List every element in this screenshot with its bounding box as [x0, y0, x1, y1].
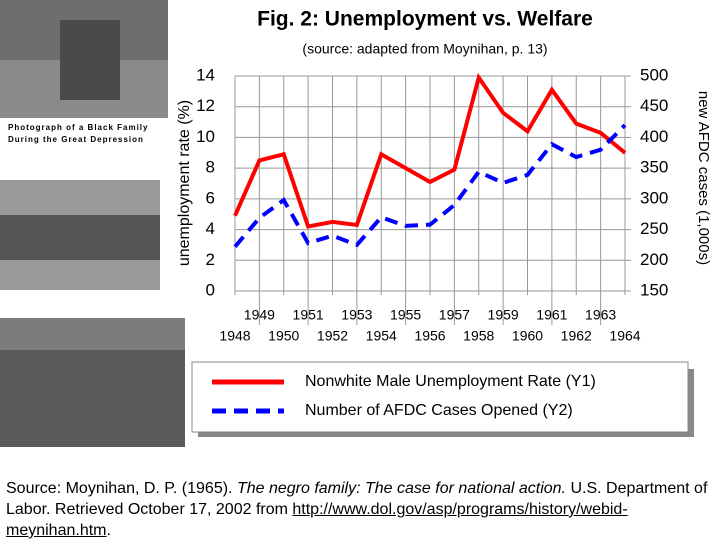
x-tick-label: 1958 — [463, 328, 494, 344]
y2-tick-label: 500 — [640, 65, 668, 84]
x-tick-label: 1957 — [439, 307, 470, 323]
x-tick-label: 1964 — [609, 328, 640, 344]
x-tick-label: 1951 — [293, 307, 324, 323]
y-tick-label: 10 — [196, 127, 215, 146]
y-tick-label: 4 — [206, 219, 215, 238]
x-tick-label: 1949 — [244, 307, 275, 323]
y-tick-label: 14 — [196, 65, 215, 84]
photo-caption: During the Great Depression — [8, 135, 144, 144]
x-tick-label: 1963 — [585, 307, 616, 323]
x-tick-label: 1950 — [268, 328, 299, 344]
photo-people — [0, 215, 160, 260]
y2-tick-label: 400 — [640, 127, 668, 146]
y2-tick-label: 300 — [640, 188, 668, 207]
legend-label: Nonwhite Male Unemployment Rate (Y1) — [305, 373, 596, 390]
y-tick-label: 12 — [196, 96, 215, 115]
x-tick-label: 1962 — [561, 328, 592, 344]
source-title: The negro family: The case for national … — [236, 480, 566, 497]
y-tick-label: 8 — [206, 158, 215, 177]
x-tick-label: 1955 — [390, 307, 421, 323]
x-tick-label: 1948 — [219, 328, 250, 344]
x-tick-label: 1960 — [512, 328, 543, 344]
legend-label: Number of AFDC Cases Opened (Y2) — [305, 402, 573, 419]
photo-caption: Photograph of a Black Family — [8, 123, 148, 132]
source-citation: Source: Moynihan, D. P. (1965). The negr… — [6, 478, 712, 540]
source-text: . — [106, 522, 111, 539]
x-tick-label: 1961 — [536, 307, 567, 323]
legend-box — [191, 361, 689, 433]
y2-tick-label: 350 — [640, 158, 668, 177]
y2-tick-label: 150 — [640, 280, 668, 299]
source-text: U.S. Department of Labor. Retrieved Octo… — [6, 480, 708, 518]
y-tick-label: 0 — [206, 280, 215, 299]
photo-field — [0, 350, 185, 447]
y2-tick-label: 200 — [640, 250, 668, 269]
y2-axis-label: new AFDC cases (1,000s) — [695, 91, 712, 265]
x-tick-label: 1952 — [317, 328, 348, 344]
photos — [0, 0, 185, 447]
x-tick-label: 1953 — [341, 307, 372, 323]
y2-tick-label: 250 — [640, 219, 668, 238]
chart-title: Fig. 2: Unemployment vs. Welfare — [257, 8, 593, 31]
series-line — [233, 123, 627, 249]
photo-family — [60, 20, 120, 100]
x-tick-label: 1956 — [414, 328, 445, 344]
series-line — [233, 72, 627, 229]
source-text: Source: Moynihan, D. P. (1965). — [6, 480, 237, 497]
source-url[interactable]: http://www.dol.gov/asp/programs/history/… — [6, 501, 628, 539]
chart-subtitle: (source: adapted from Moynihan, p. 13) — [302, 41, 547, 57]
x-tick-label: 1954 — [366, 328, 397, 344]
y-axis-label: unemployment rate (%) — [176, 100, 193, 266]
y-tick-label: 6 — [206, 188, 215, 207]
y2-tick-label: 450 — [640, 96, 668, 115]
y-tick-label: 2 — [206, 250, 215, 269]
x-tick-label: 1959 — [488, 307, 519, 323]
